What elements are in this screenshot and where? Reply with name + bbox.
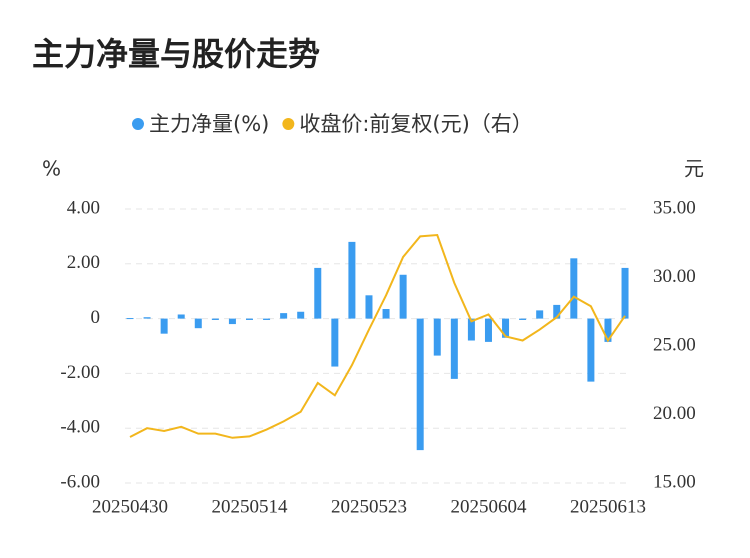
y2-tick-label: 35.00 bbox=[653, 197, 696, 218]
y-tick-label: 4.00 bbox=[67, 197, 100, 218]
y2-tick-label: 20.00 bbox=[653, 403, 696, 424]
bar bbox=[553, 304, 561, 319]
bar bbox=[467, 318, 475, 341]
bar bbox=[314, 267, 322, 319]
bar bbox=[297, 311, 305, 319]
legend-label: 收盘价:前复权(元)（右） bbox=[299, 112, 532, 136]
y-tick-label: -6.00 bbox=[60, 471, 100, 492]
bar bbox=[536, 310, 544, 319]
bar bbox=[280, 313, 288, 319]
y-tick-label: -2.00 bbox=[60, 362, 100, 383]
legend-marker bbox=[282, 118, 295, 130]
bar bbox=[433, 318, 441, 356]
bar bbox=[348, 241, 356, 319]
bar bbox=[331, 318, 339, 367]
bar bbox=[143, 317, 151, 319]
chart-title: 主力净量与股价走势 bbox=[32, 35, 320, 73]
x-tick-label: 20250514 bbox=[211, 496, 288, 517]
x-tick-label: 20250430 bbox=[92, 496, 168, 517]
bar bbox=[126, 318, 134, 320]
y-tick-label: 0 bbox=[91, 307, 101, 328]
bar bbox=[263, 318, 271, 320]
y-axis-label: % bbox=[42, 157, 61, 181]
legend-marker bbox=[132, 118, 144, 130]
bar bbox=[365, 295, 373, 319]
bar bbox=[177, 314, 185, 319]
bar bbox=[194, 318, 202, 329]
bar bbox=[587, 318, 595, 382]
bar bbox=[160, 318, 168, 334]
y2-tick-label: 15.00 bbox=[653, 471, 696, 492]
bar bbox=[399, 274, 407, 319]
y-tick-label: 2.00 bbox=[67, 252, 100, 273]
bar bbox=[621, 267, 629, 319]
bar bbox=[416, 318, 424, 451]
bar bbox=[382, 309, 390, 319]
price-line bbox=[129, 233, 626, 439]
bar bbox=[604, 318, 612, 342]
y-tick-label: -4.00 bbox=[60, 417, 100, 438]
y2-axis-label: 元 bbox=[684, 157, 704, 181]
y2-tick-label: 30.00 bbox=[653, 266, 696, 287]
x-tick-label: 20250613 bbox=[570, 496, 646, 517]
bar bbox=[245, 318, 253, 320]
x-tick-label: 20250604 bbox=[450, 496, 527, 517]
bar bbox=[484, 318, 492, 342]
bar bbox=[502, 318, 510, 338]
bar bbox=[570, 258, 578, 319]
bar bbox=[450, 318, 458, 379]
legend-label: 主力净量(%) bbox=[149, 112, 269, 136]
bar bbox=[519, 318, 527, 320]
bar bbox=[228, 318, 236, 325]
y2-tick-label: 25.00 bbox=[653, 334, 696, 355]
x-tick-label: 20250523 bbox=[331, 496, 407, 517]
bar bbox=[211, 318, 219, 320]
